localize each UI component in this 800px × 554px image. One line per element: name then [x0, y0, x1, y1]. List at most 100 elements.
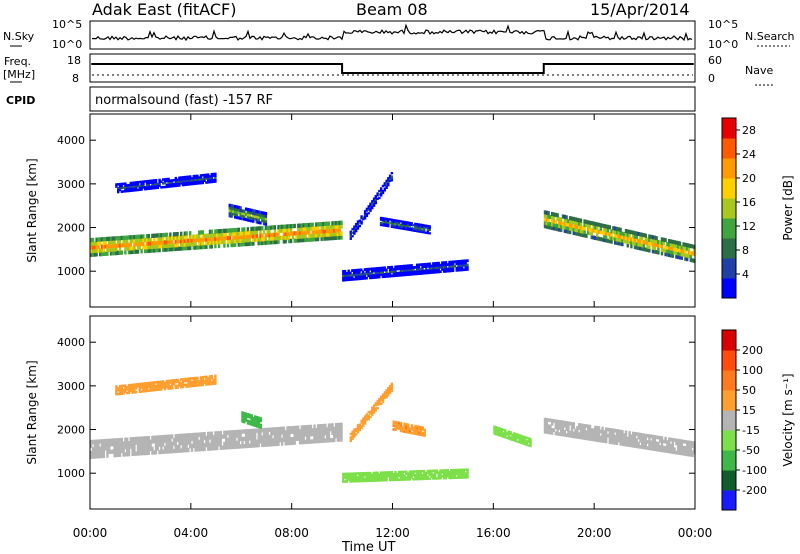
echo-cell [437, 268, 440, 272]
echo-cell [153, 183, 156, 186]
echo-cell [306, 439, 309, 444]
echo-cell [189, 181, 192, 184]
echo-cell [630, 443, 633, 448]
echo-cell [428, 228, 431, 231]
echo-cell [102, 453, 105, 458]
echo-cell [253, 237, 257, 242]
echo-cell [572, 223, 575, 228]
echo-cell [151, 244, 154, 249]
echo-cell [444, 269, 448, 273]
echo-cell [181, 238, 185, 244]
echo-cell [637, 238, 640, 243]
echo-cell [252, 217, 255, 221]
echo-cell [298, 238, 302, 243]
echo-cell [145, 237, 149, 242]
echo-cell [570, 216, 574, 221]
echo-cell [201, 381, 204, 385]
echo-cell [687, 446, 691, 451]
echo-cell [244, 429, 248, 434]
echo-cell [597, 429, 601, 433]
echo-cell [628, 440, 631, 444]
echo-cell [390, 175, 394, 178]
echo-cell [340, 220, 343, 225]
echo-cell [262, 439, 266, 444]
colorbar-tick-label: -200 [742, 484, 767, 497]
echo-cell [615, 441, 619, 445]
echo-cell [378, 196, 381, 200]
echo-cell [208, 229, 212, 234]
echo-cell [579, 423, 583, 428]
echo-cell [547, 418, 550, 422]
echo-cell [603, 238, 606, 243]
echo-cell [592, 437, 595, 442]
echo-cell [363, 268, 367, 271]
echo-cell [428, 232, 431, 235]
echo-cell [327, 225, 331, 230]
echo-cell [460, 468, 464, 472]
echo-cell [365, 207, 369, 210]
echo-cell [324, 423, 327, 428]
echo-cell [626, 436, 629, 441]
echo-cell [560, 432, 563, 437]
echo-cell [136, 188, 140, 192]
echo-cell [131, 238, 134, 243]
echo-cell [680, 248, 683, 253]
echo-cell [217, 434, 221, 440]
echo-cell [194, 245, 197, 250]
echo-cell [630, 244, 633, 249]
echo-cell [293, 425, 296, 431]
echo-cell [93, 450, 96, 455]
echo-cell [138, 184, 141, 188]
echo-cell [178, 433, 181, 439]
echo-cell [131, 440, 134, 445]
echo-cell [192, 380, 195, 384]
echo-cell [448, 471, 451, 474]
echo-cell [334, 426, 338, 431]
echo-cell [338, 231, 341, 236]
echo-cell [405, 221, 408, 224]
echo-cell [363, 213, 367, 216]
echo-cell [642, 442, 646, 447]
echo-cell [464, 472, 467, 475]
echo-cell [176, 180, 179, 183]
echo-cell [520, 434, 523, 438]
echo-cell [621, 238, 624, 243]
echo-cell [307, 233, 311, 239]
echo-cell [203, 435, 206, 441]
echo-cell [142, 440, 145, 445]
echo-cell [237, 433, 240, 438]
echo-cell [325, 225, 329, 230]
echo-cell [415, 226, 419, 229]
echo-cell [556, 425, 559, 430]
echo-cell [381, 473, 385, 476]
echo-cell [246, 230, 250, 236]
echo-cell [117, 236, 120, 241]
echo-cell [205, 173, 208, 177]
echo-cell [113, 240, 116, 245]
echo-cell [451, 476, 455, 480]
echo-cell [259, 237, 262, 242]
noise-trace [91, 23, 693, 42]
echo-cell [432, 266, 435, 270]
echo-cell [180, 437, 183, 442]
echo-cell [205, 233, 208, 238]
echo-region-2 [241, 411, 262, 429]
echo-cell [124, 235, 127, 240]
colorbar-frame [721, 117, 737, 299]
echo-cell [354, 474, 358, 477]
echo-cell [570, 425, 574, 429]
echo-cell [111, 438, 114, 443]
echo-cell [415, 472, 419, 475]
echo-cell [641, 442, 644, 446]
echo-cell [230, 444, 233, 450]
echo-cell [385, 184, 388, 188]
echo-cell [349, 436, 352, 439]
echo-cell [648, 443, 651, 448]
echo-cell [376, 194, 379, 197]
colorbar-swatch [722, 118, 736, 139]
echo-cell [664, 436, 667, 441]
echo-cell [244, 230, 248, 236]
echo-cell [216, 434, 219, 440]
echo-cell [210, 446, 213, 451]
echo-cell [190, 179, 194, 182]
